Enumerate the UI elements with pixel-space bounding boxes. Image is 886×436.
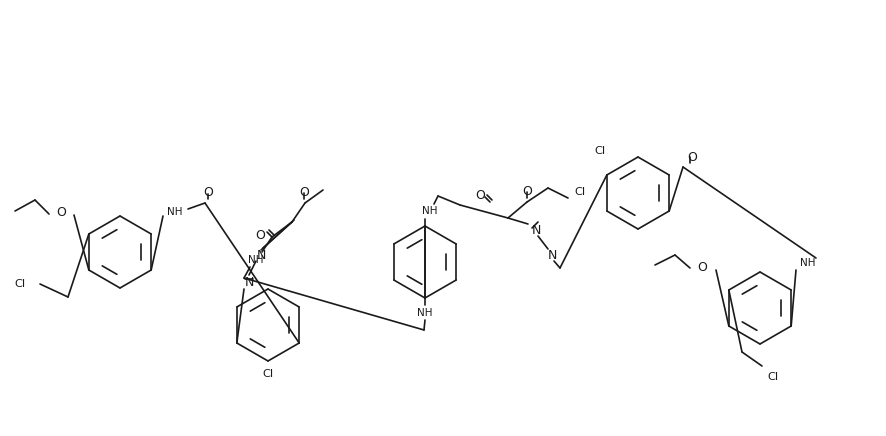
Text: N: N (256, 249, 266, 262)
Text: Cl: Cl (594, 146, 605, 156)
Text: NH: NH (248, 255, 263, 265)
Text: O: O (522, 184, 532, 198)
Text: O: O (299, 185, 308, 198)
Text: O: O (696, 260, 706, 273)
Text: O: O (203, 185, 213, 198)
Text: Cl: Cl (766, 372, 778, 382)
Text: O: O (475, 188, 485, 201)
Text: NH: NH (799, 258, 815, 268)
Text: NH: NH (422, 206, 438, 216)
Text: Cl: Cl (262, 369, 273, 379)
Text: NH: NH (416, 308, 432, 318)
Text: NH: NH (167, 207, 183, 217)
Text: O: O (56, 205, 66, 218)
Text: Cl: Cl (15, 279, 26, 289)
Text: Cl: Cl (574, 187, 585, 197)
Text: N: N (244, 276, 253, 289)
Text: N: N (547, 249, 556, 262)
Text: O: O (687, 150, 696, 164)
Text: O: O (255, 228, 265, 242)
Text: N: N (531, 224, 540, 236)
